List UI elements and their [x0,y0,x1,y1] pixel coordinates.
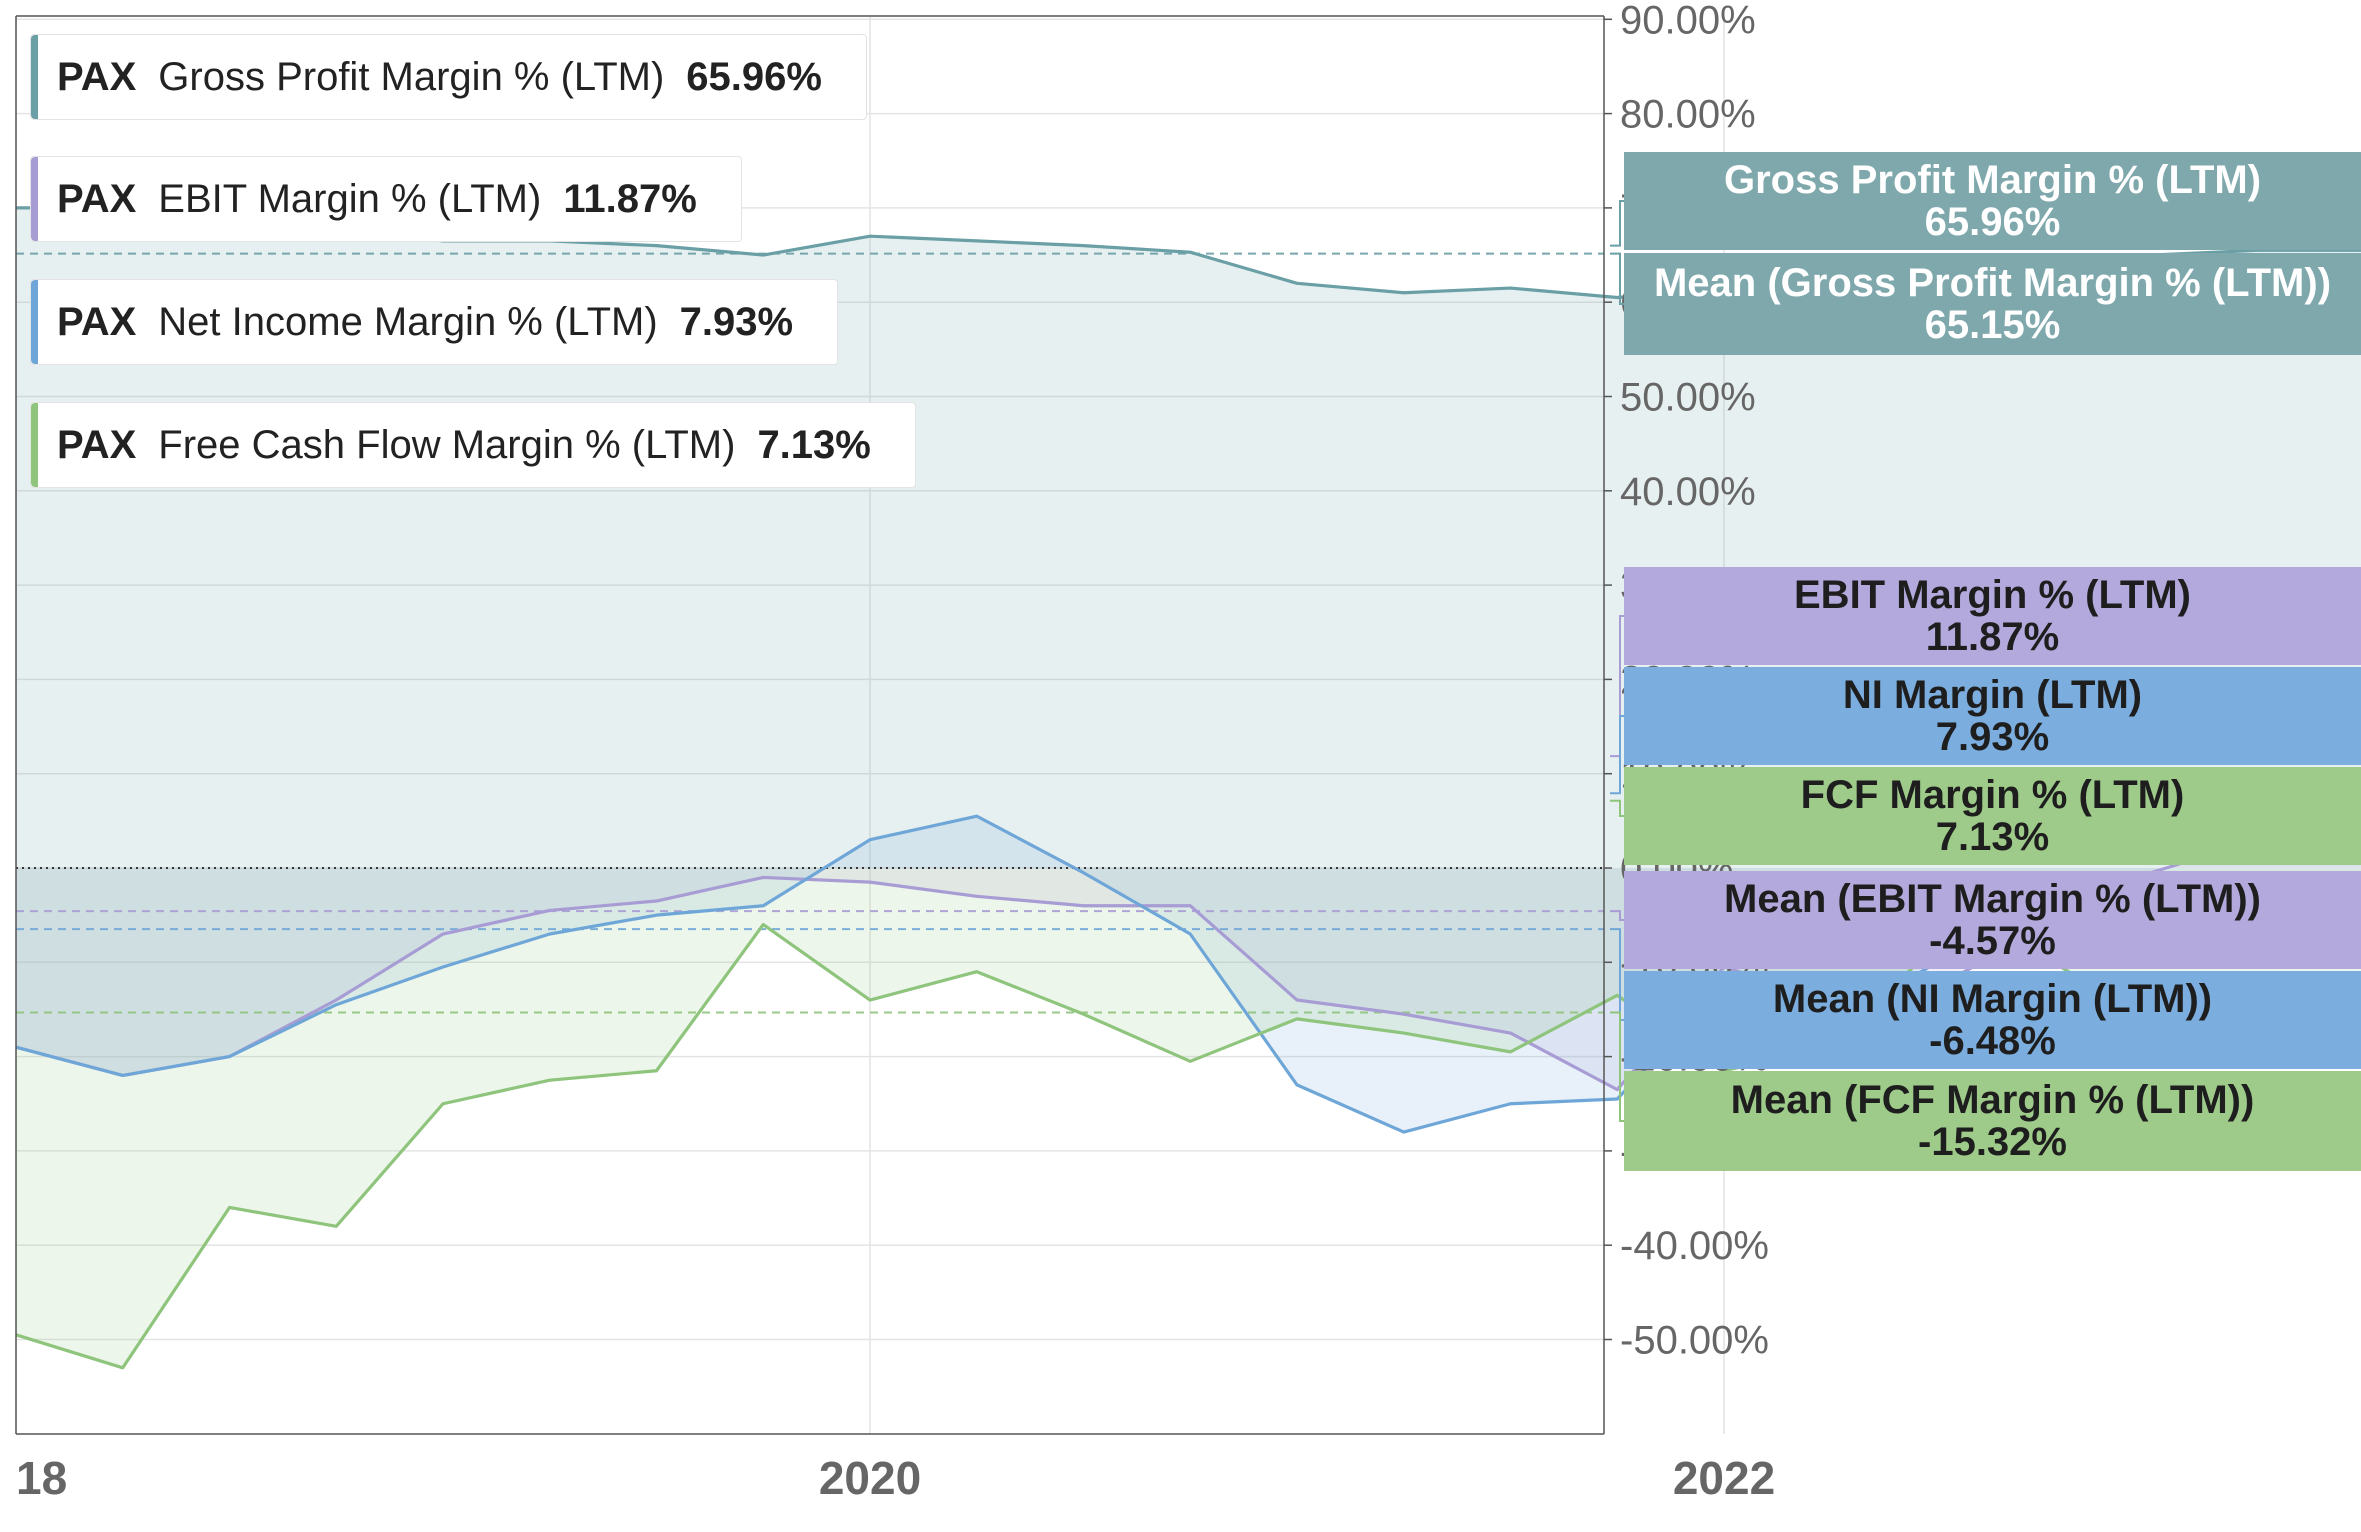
line-ebit [15,810,2361,1092]
legend-net-income-margin[interactable]: PAX Net Income Margin % (LTM) 7.93% [30,279,839,365]
line-ni [15,814,2361,1134]
y-tick-label: 50.00% [1620,376,1756,420]
connector-value-ebit [1610,615,1624,758]
line-fcf [15,922,2361,1370]
tag-gross-profit-margin: Gross Profit Margin % (LTM) 65.96% [1624,152,2361,250]
legend-color-bar [31,157,38,241]
tag-mean-ebit-margin: Mean (EBIT Margin % (LTM)) -4.57% [1624,871,2361,969]
y-tick-label: -40.00% [1620,1224,1769,1268]
legend-ebit-margin[interactable]: PAX EBIT Margin % (LTM) 11.87% [30,156,742,242]
x-tick-label: 2022 [1673,1452,1775,1504]
x-tick-label: 2020 [819,1452,921,1504]
y-tick-label: 90.00% [1620,0,1756,42]
tag-label: Mean (EBIT Margin % (LTM)) [1724,877,2261,921]
legend-series-name: EBIT Margin % (LTM) [158,176,542,221]
legend-series-value: 7.13% [757,422,871,467]
legend-ticker: PAX [57,176,137,221]
tag-label: Mean (Gross Profit Margin % (LTM)) [1653,261,2332,305]
connector-value-fcf [1610,799,1624,817]
tag-value: -15.32% [1918,1120,2067,1164]
tag-value: -4.57% [1929,919,2056,963]
legend-series-value: 11.87% [563,176,697,221]
y-tick-label: 80.00% [1620,93,1756,137]
tag-value: 7.13% [1935,815,2050,859]
tag-label: EBIT Margin % (LTM) [1794,573,2191,617]
legend-series-name: Net Income Margin % (LTM) [158,299,658,344]
legend-color-bar [31,35,38,119]
legend-free-cash-flow-margin[interactable]: PAX Free Cash Flow Margin % (LTM) 7.13% [30,402,916,488]
legend-ticker: PAX [57,54,137,99]
connector-mean-fcf [1610,1011,1624,1122]
tag-ni-margin: NI Margin (LTM) 7.93% [1624,667,2361,765]
y-tick-label: -50.00% [1620,1319,1769,1363]
legend-ticker: PAX [57,422,137,467]
tag-fcf-margin: FCF Margin % (LTM) 7.13% [1624,767,2361,865]
legend-series-value: 7.93% [679,299,794,344]
mean-layer [16,252,1604,1014]
tag-ebit-margin: EBIT Margin % (LTM) 11.87% [1624,567,2361,665]
tag-label: FCF Margin % (LTM) [1800,773,2185,817]
connector-value-gpm [1610,200,1624,247]
legend-series-value: 65.96% [686,54,822,99]
legend-gross-profit-margin[interactable]: PAX Gross Profit Margin % (LTM) 65.96% [30,34,867,120]
tag-value: 65.96% [1924,200,2061,244]
tag-mean-fcf-margin: Mean (FCF Margin % (LTM)) -15.32% [1624,1071,2361,1171]
tag-label: Mean (FCF Margin % (LTM)) [1730,1078,2255,1122]
tag-value: 11.87% [1925,615,2060,659]
connector-value-ni [1610,715,1624,795]
legend-color-bar [31,280,38,364]
tag-mean-ni-margin: Mean (NI Margin (LTM)) -6.48% [1624,971,2361,1069]
y-tick-label: 40.00% [1620,470,1756,514]
x-tick-label: 18 [16,1452,67,1504]
tag-label: Gross Profit Margin % (LTM) [1723,158,2262,202]
connector-layer [1610,200,1624,1122]
tag-value: -6.48% [1929,1019,2056,1063]
tag-label: Mean (NI Margin (LTM)) [1772,977,2213,1021]
legend-series-name: Gross Profit Margin % (LTM) [158,54,665,99]
legend-ticker: PAX [57,299,137,344]
tag-value: 7.93% [1935,715,2050,759]
connector-mean-ni [1610,928,1624,1021]
connector-mean-ebit [1610,910,1624,921]
legend-series-name: Free Cash Flow Margin % (LTM) [158,422,736,467]
connector-mean-gpm [1610,252,1624,305]
tag-mean-gross-profit-margin: Mean (Gross Profit Margin % (LTM)) 65.15… [1624,253,2361,355]
tag-value: 65.15% [1924,303,2061,347]
tag-label: NI Margin (LTM) [1842,673,2143,717]
legend-color-bar [31,403,38,487]
